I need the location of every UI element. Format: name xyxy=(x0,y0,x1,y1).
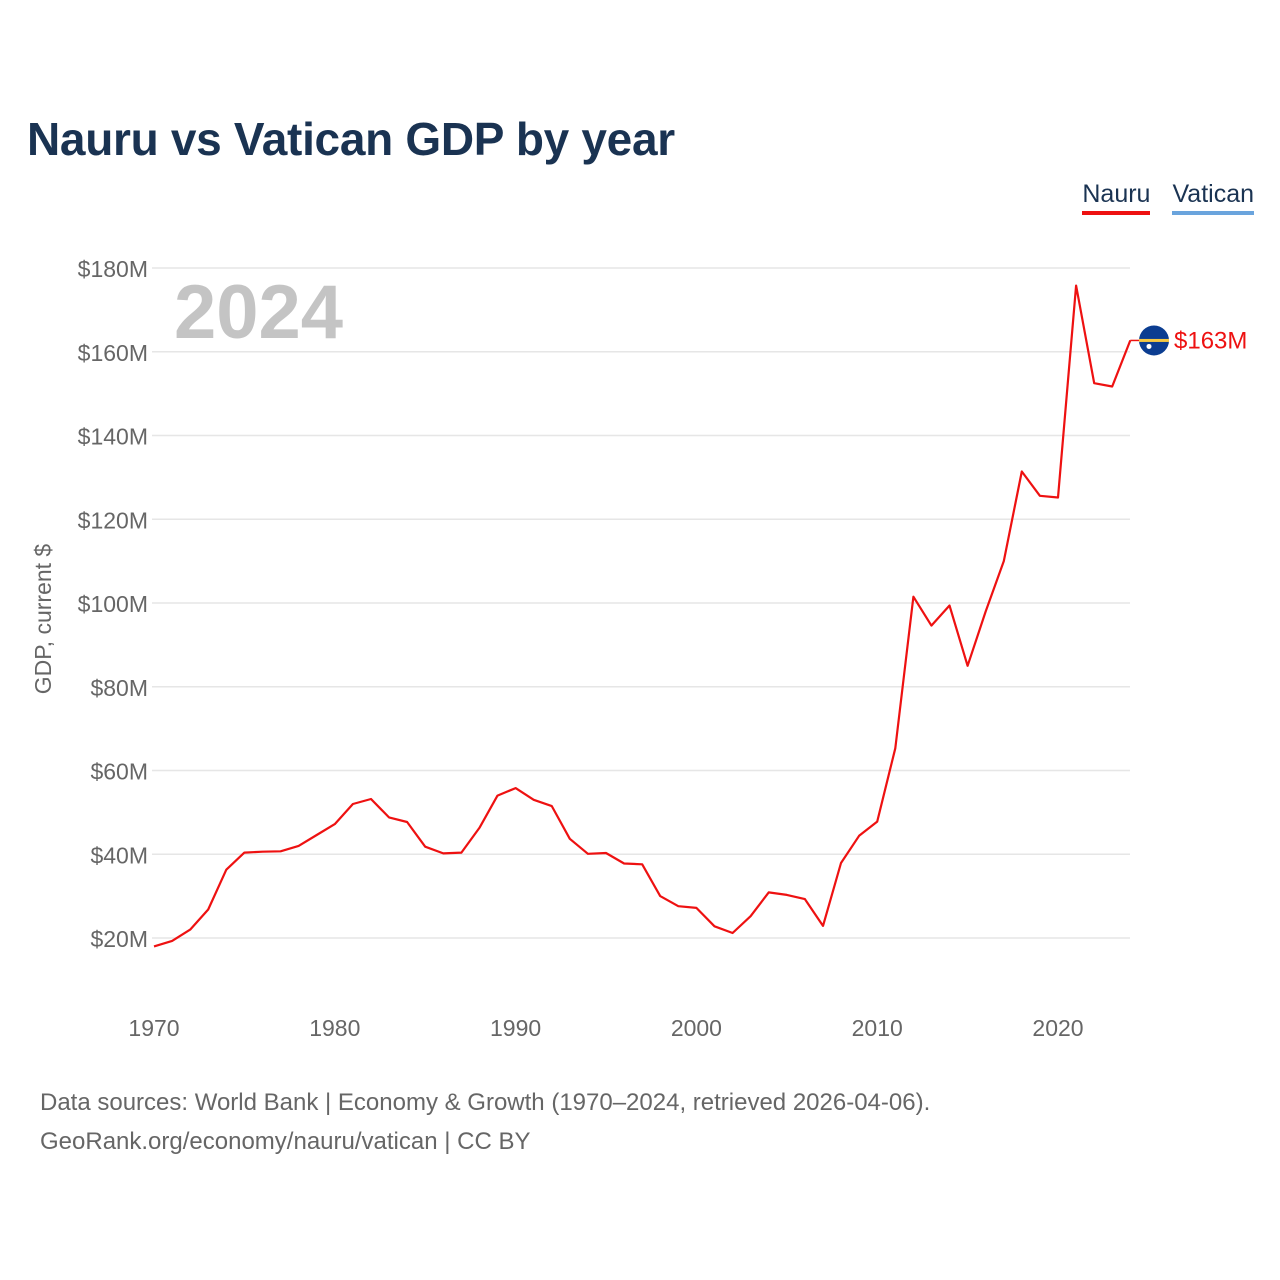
x-axis-ticks: 1970 1980 1990 2000 2010 2020 xyxy=(128,1015,1083,1041)
nauru-flag-icon xyxy=(1139,325,1169,356)
y-tick-label: $140M xyxy=(78,424,148,450)
y-tick-label: $80M xyxy=(90,675,148,701)
x-tick-label: 2020 xyxy=(1032,1015,1083,1041)
y-tick-label: $160M xyxy=(78,340,148,366)
y-axis-ticks: $20M $40M $60M $80M $100M $120M $140M $160M $180… xyxy=(78,256,148,952)
end-marker-group: $163M xyxy=(1130,325,1247,356)
footer-sources: Data sources: World Bank | Economy & Gro… xyxy=(40,1089,931,1116)
end-value-label: $163M xyxy=(1174,327,1247,354)
grid-lines xyxy=(152,267,1130,939)
legend-item-vatican[interactable]: Vatican xyxy=(1172,180,1254,215)
x-tick-label: 1970 xyxy=(128,1015,179,1041)
x-tick-label: 2000 xyxy=(671,1015,722,1041)
y-tick-label: $20M xyxy=(90,926,148,952)
x-tick-label: 2010 xyxy=(852,1015,903,1041)
y-tick-label: $120M xyxy=(78,507,148,533)
series-line-nauru xyxy=(153,284,1132,948)
y-tick-label: $40M xyxy=(90,842,148,868)
chart-title: Nauru vs Vatican GDP by year xyxy=(27,113,675,165)
legend-item-nauru[interactable]: Nauru xyxy=(1082,180,1151,215)
x-tick-label: 1980 xyxy=(309,1015,360,1041)
footer-attribution[interactable]: GeoRank.org/economy/nauru/vatican | CC B… xyxy=(40,1128,531,1155)
y-tick-label: $180M xyxy=(78,256,148,282)
y-axis-label: GDP, current $ xyxy=(30,544,56,695)
legend: Nauru Vatican xyxy=(1082,180,1254,215)
y-tick-label: $60M xyxy=(90,759,148,785)
footer: Data sources: World Bank | Economy & Gro… xyxy=(40,1083,930,1161)
year-watermark: 2024 xyxy=(174,270,343,355)
x-tick-label: 1990 xyxy=(490,1015,541,1041)
y-tick-label: $100M xyxy=(78,591,148,617)
series-group xyxy=(153,284,1132,948)
